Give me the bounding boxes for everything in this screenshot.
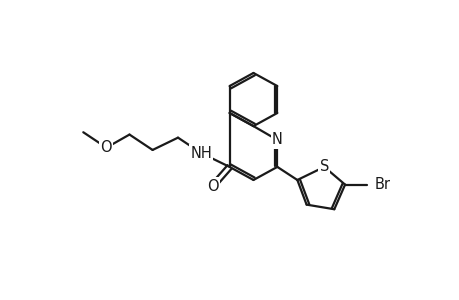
Text: Br: Br xyxy=(374,177,390,192)
Text: O: O xyxy=(207,178,218,194)
Text: N: N xyxy=(271,133,282,148)
Text: NH: NH xyxy=(190,146,212,160)
Text: O: O xyxy=(101,140,112,155)
Text: S: S xyxy=(319,159,328,174)
